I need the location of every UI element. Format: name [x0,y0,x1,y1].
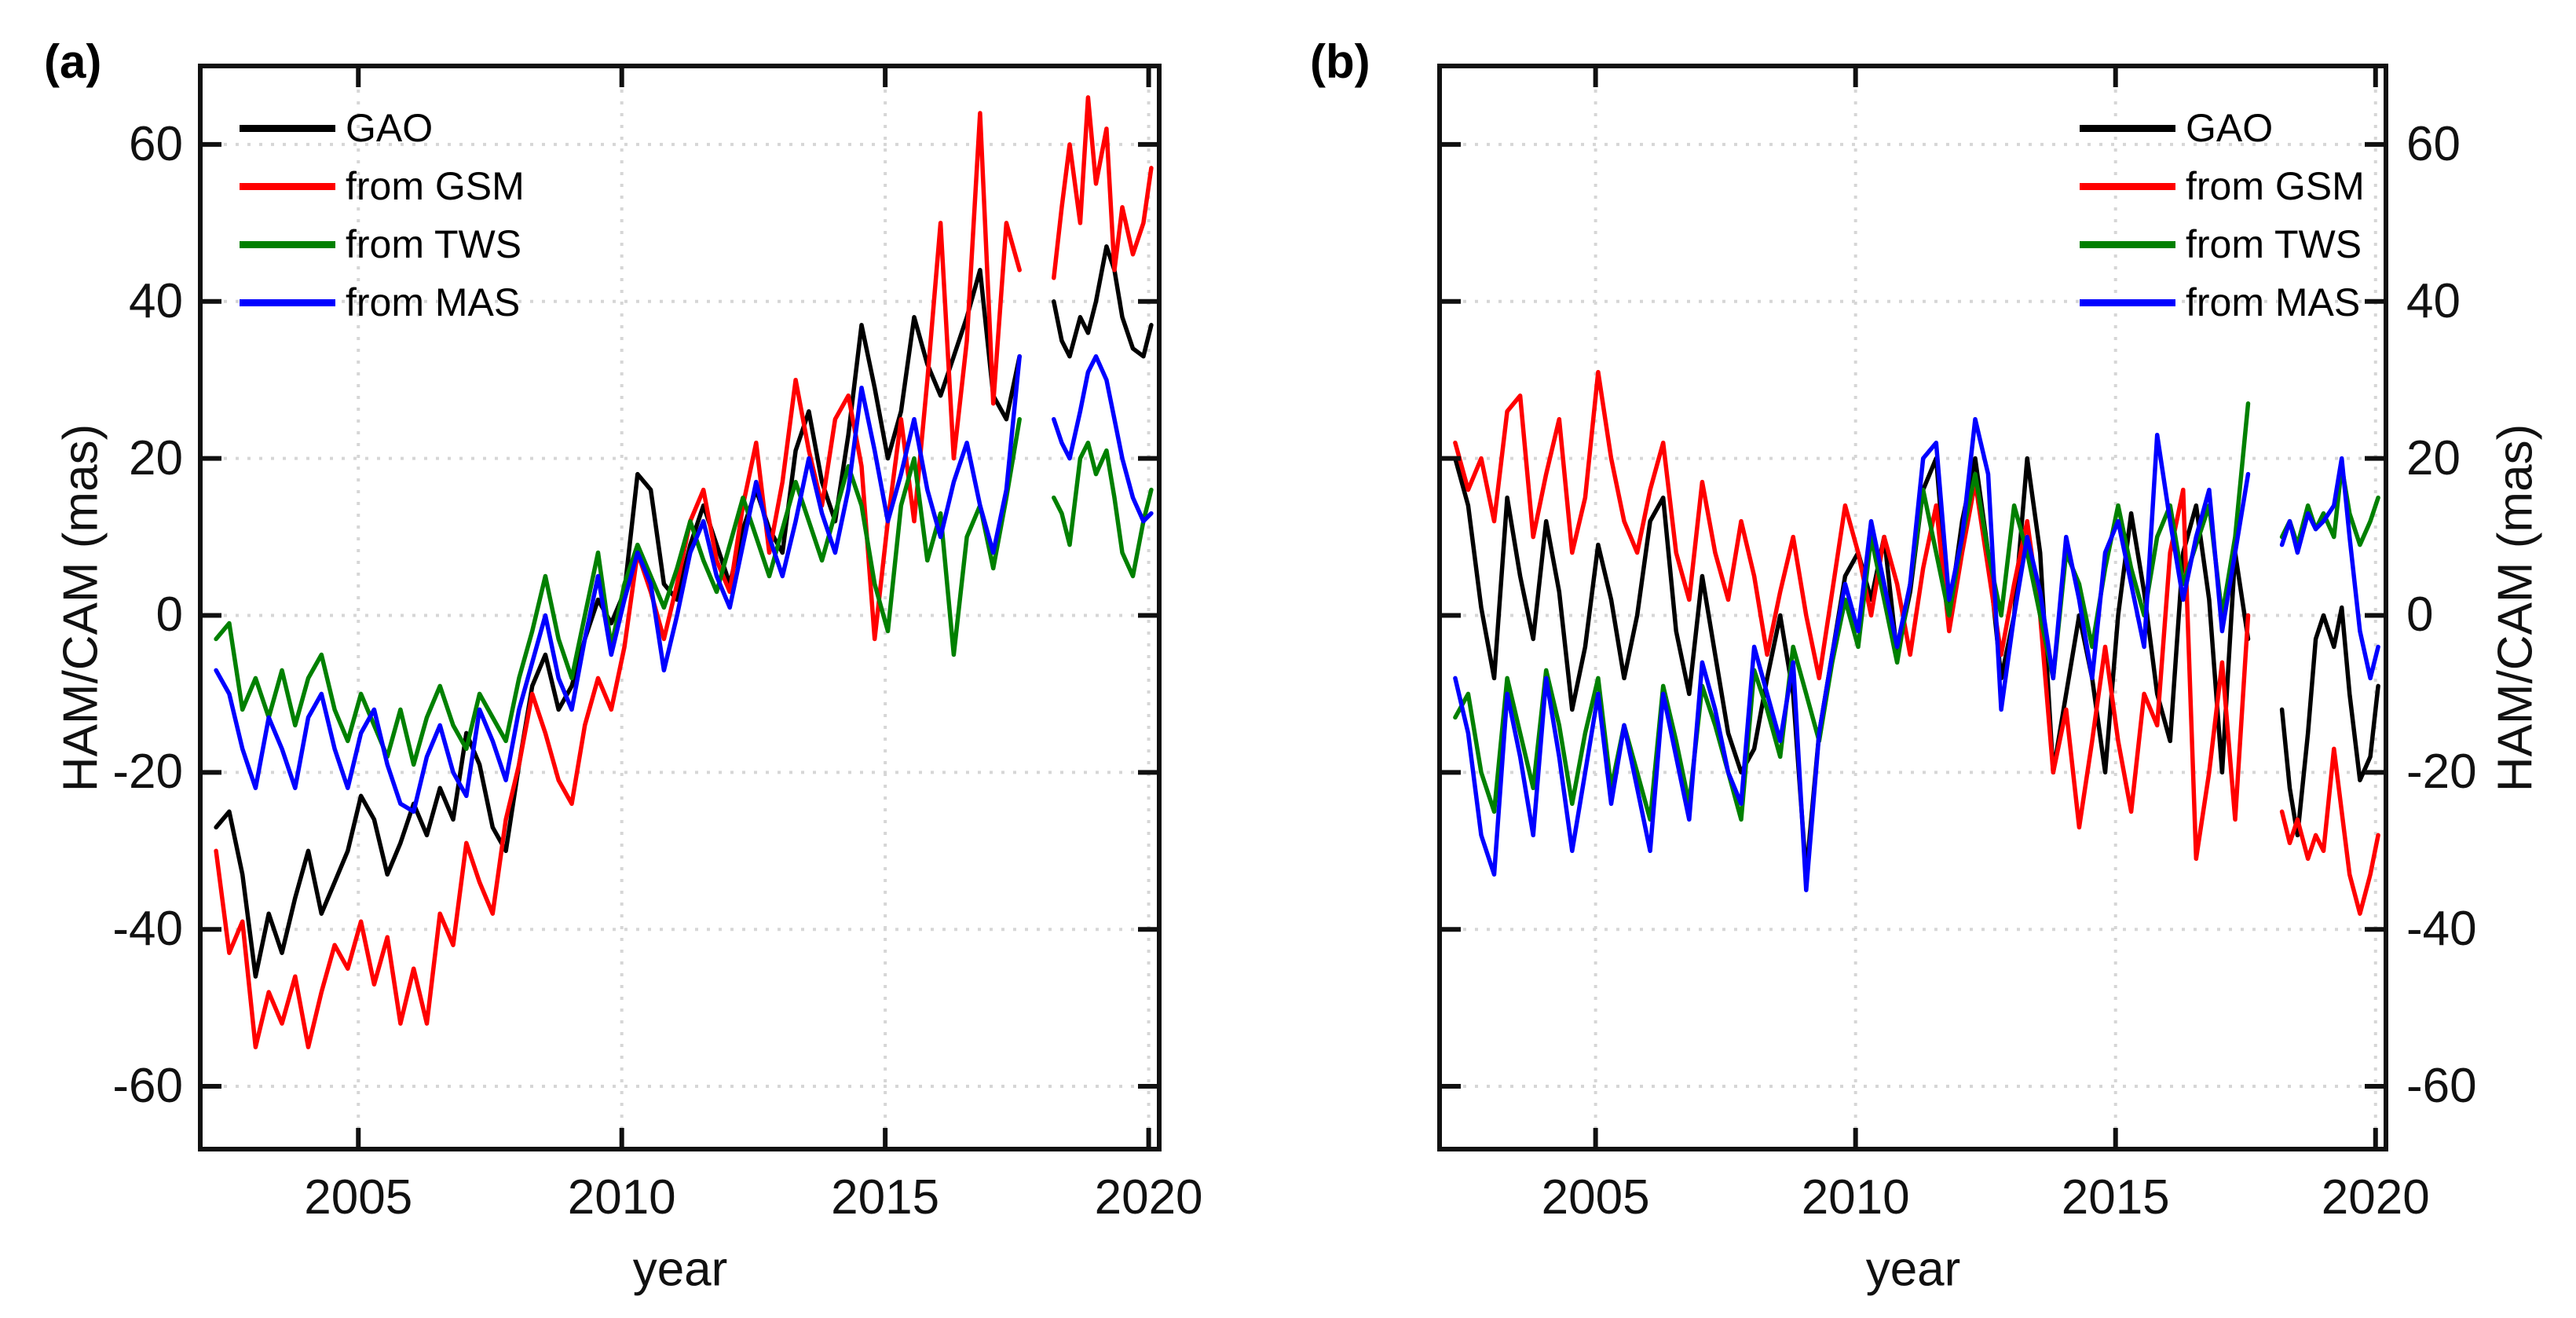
legend-label: GAO [2186,106,2274,150]
y-tick-label-a: -60 [112,1059,183,1114]
y-tick-label-b: -20 [2406,745,2477,800]
y-tick-label-a: 60 [129,116,183,171]
legend-item-tws: from TWS [240,215,525,273]
legend-line-sample-tws [240,240,335,248]
y-tick-label-a: -40 [112,902,183,957]
legend-item-mas: from MAS [240,273,525,331]
legend-item-gao: GAO [2080,99,2365,157]
x-tick-label-b: 2020 [2321,1170,2430,1225]
legend-line-sample-mas [2080,298,2175,306]
y-tick-label-b: 0 [2406,588,2434,643]
x-tick-label-b: 2005 [1541,1170,1650,1225]
y-tick-label-b: 20 [2406,430,2461,485]
panel-a-tag: (a) [44,35,102,88]
line-b-from-gsm [1453,369,2251,862]
line-a-from-tws [214,416,1022,767]
x-tick-label-a: 2005 [304,1170,413,1225]
line-post-b-from-gsm [2279,746,2380,916]
y-tick-label-b: -60 [2406,1059,2477,1114]
legend-panel-a: GAO from GSM from TWS from MAS [240,99,525,331]
line-post-b-from-tws [2279,463,2380,547]
legend-label: from TWS [346,222,522,266]
x-tick-label-b: 2010 [1801,1170,1910,1225]
y-tick-label-a: 40 [129,273,183,328]
legend-label: from MAS [346,280,521,324]
series-group-a [214,95,1154,1049]
legend-line-sample-gsm [2080,182,2175,190]
line-post-a-gao [1052,244,1154,359]
line-b-from-mas [1453,416,2251,892]
axes-box-a [198,64,1162,1151]
legend-item-tws: from TWS [2080,215,2365,273]
tick-marks-a [203,68,1157,1147]
legend-label: GAO [346,106,434,150]
y-tick-label-a: 0 [156,588,183,643]
line-post-a-from-gsm [1052,95,1154,280]
panel-a [198,64,1162,1151]
series-group-b [1453,369,2380,916]
x-tick-label-a: 2015 [831,1170,940,1225]
x-tick-label-a: 2010 [567,1170,676,1225]
panel-b-tag: (b) [1310,35,1370,88]
legend-label: from MAS [2186,280,2361,324]
y-tick-label-b: 40 [2406,273,2461,328]
legend-label: from GSM [346,164,525,208]
y-tick-label-a: -20 [112,745,183,800]
line-a-from-mas [214,353,1022,815]
panel-b [1437,64,2388,1151]
legend-line-sample-gao [240,124,335,132]
legend-line-sample-gsm [240,182,335,190]
grid-b [1440,66,2386,1149]
legend-line-sample-gao [2080,124,2175,132]
legend-item-mas: from MAS [2080,273,2365,331]
line-post-b-from-mas [2279,456,2380,681]
legend-label: from TWS [2186,222,2362,266]
y-tick-label-b: -40 [2406,902,2477,957]
tick-marks-b [1442,68,2384,1147]
legend-item-gao: GAO [240,99,525,157]
x-tick-label-a: 2020 [1094,1170,1203,1225]
x-axis-label-panel-b: year [1865,1242,1961,1297]
line-b-gao [1453,456,2251,877]
x-axis-label-panel-a: year [632,1242,728,1297]
legend-item-gsm: from GSM [2080,157,2365,215]
line-post-a-from-tws [1052,440,1154,579]
y-tick-label-b: 60 [2406,116,2461,171]
legend-item-gsm: from GSM [240,157,525,215]
line-b-from-tws [1453,401,2251,822]
legend-line-sample-tws [2080,240,2175,248]
x-tick-label-b: 2015 [2061,1170,2170,1225]
y-tick-label-a: 20 [129,430,183,485]
axes-box-b [1437,64,2388,1151]
line-a-from-gsm [214,111,1022,1049]
legend-line-sample-mas [240,298,335,306]
line-post-a-from-mas [1052,353,1154,524]
legend-label: from GSM [2186,164,2365,208]
legend-panel-b: GAO from GSM from TWS from MAS [2080,99,2365,331]
